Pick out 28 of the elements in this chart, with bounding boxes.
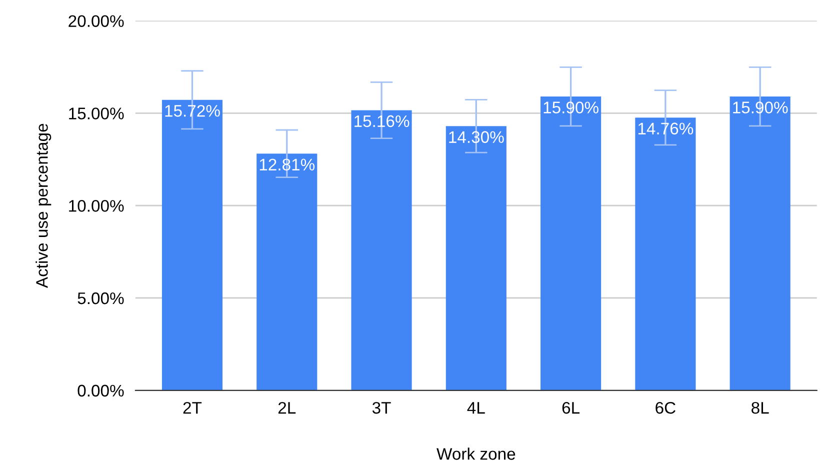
data-label: 14.30%: [449, 131, 504, 143]
y-tick-label: 0.00%: [78, 384, 124, 397]
data-label: 15.72%: [165, 104, 220, 117]
data-label: 15.16%: [354, 115, 410, 128]
data-label: 15.90%: [733, 102, 788, 114]
y-tick-label: 15.00%: [69, 108, 124, 120]
x-axis-title: Work zone: [436, 448, 516, 460]
bar: [256, 154, 318, 390]
x-tick-label: 6L: [562, 402, 580, 414]
x-tick-label: 8L: [752, 402, 769, 414]
bar: [540, 96, 602, 390]
data-label: 15.90%: [544, 102, 598, 114]
y-tick-label: 10.00%: [69, 200, 124, 212]
bar: [635, 118, 696, 390]
x-tick-label: 4L: [467, 402, 485, 414]
x-tick-label: 2T: [183, 402, 202, 414]
x-tick-label: 6C: [656, 402, 676, 414]
y-axis-title: Active use percentage: [36, 124, 52, 288]
data-label: 14.76%: [638, 122, 694, 134]
bar: [730, 96, 790, 390]
bar: [162, 100, 223, 390]
bar: [351, 110, 412, 390]
y-tick-label: 5.00%: [78, 292, 124, 304]
y-tick-label: 20.00%: [68, 15, 124, 27]
bar: [446, 126, 506, 390]
x-tick-label: 2L: [278, 402, 296, 414]
data-label: 12.81%: [260, 158, 315, 171]
x-tick-label: 3T: [372, 402, 391, 414]
